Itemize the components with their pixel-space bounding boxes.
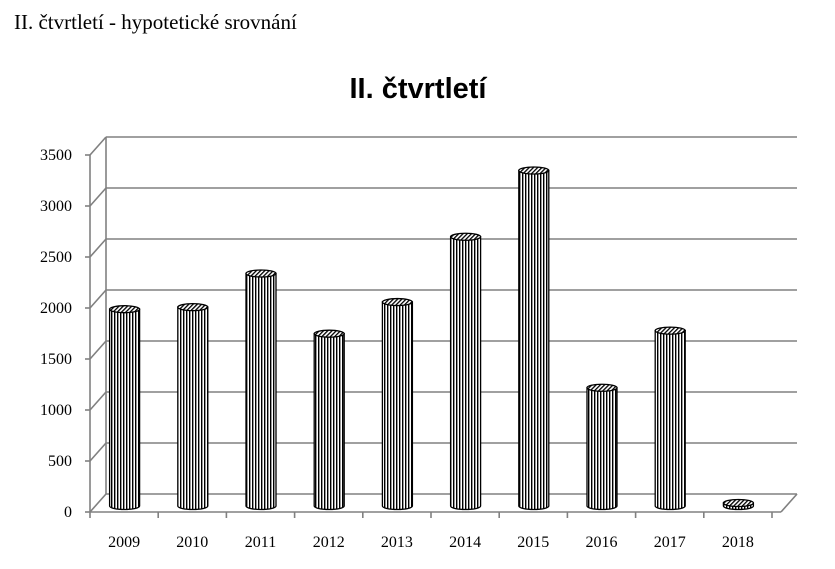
- bar-top: [722, 498, 755, 508]
- x-tick-label: 2010: [176, 534, 208, 551]
- bar-body: [108, 308, 141, 511]
- bar-top: [449, 232, 482, 241]
- bar: [449, 232, 482, 511]
- y-tick-label: 1000: [40, 402, 72, 419]
- x-tick-label: 2011: [245, 534, 276, 551]
- bar-body: [381, 301, 414, 511]
- gridline-side: [89, 289, 107, 309]
- bar-top: [245, 269, 277, 278]
- y-tick-label: 2500: [40, 249, 72, 266]
- bar-body: [313, 333, 345, 511]
- bar: [313, 329, 345, 511]
- bars: [108, 166, 755, 511]
- x-tick-label: 2016: [586, 534, 618, 551]
- bar: [518, 166, 550, 511]
- gridline-side: [89, 187, 107, 207]
- x-tick-label: 2014: [449, 534, 481, 551]
- x-tick-label: 2015: [517, 534, 549, 551]
- bar-body: [586, 387, 618, 511]
- x-tick-labels: 2009 2010 2011 2012 2013 2014 2015 2016 2017 2018: [108, 534, 754, 551]
- x-tick-label: 2009: [108, 534, 140, 551]
- bar: [722, 498, 755, 511]
- y-tick-label: 500: [48, 453, 72, 470]
- chart-title: II. čtvrtletí: [350, 73, 488, 105]
- y-tick-label: 3000: [40, 198, 72, 215]
- x-tick-label: 2018: [722, 534, 754, 551]
- bar-body: [177, 306, 209, 511]
- bar-top: [586, 383, 618, 392]
- gridline-side: [89, 442, 107, 462]
- bar: [108, 305, 141, 511]
- bar: [177, 303, 209, 511]
- gridline-side: [89, 136, 107, 156]
- bar-top: [313, 329, 345, 338]
- x-tick-label: 2017: [654, 534, 686, 551]
- bar-top: [654, 326, 686, 335]
- bar: [586, 383, 618, 511]
- y-tick-label: 0: [64, 504, 72, 521]
- floor-right-edge: [780, 493, 798, 513]
- bar-top: [518, 166, 550, 175]
- bar-body: [518, 169, 550, 511]
- y-tick-label: 1500: [40, 351, 72, 368]
- y-tick-label: 2000: [40, 300, 72, 317]
- y-tick-labels: 0 500 1000 1500 2000 2500 3000 3500: [40, 147, 72, 521]
- bar-top: [108, 305, 141, 314]
- bar: [381, 297, 414, 511]
- y-tick-label: 3500: [40, 147, 72, 164]
- bar: [654, 326, 686, 511]
- bar-body: [654, 329, 686, 511]
- x-tick-label: 2013: [381, 534, 413, 551]
- gridline-side: [89, 238, 107, 258]
- bar-body: [449, 236, 482, 511]
- page-heading: II. čtvrtletí - hypotetické srovnání: [14, 10, 297, 34]
- bar-top: [177, 303, 209, 312]
- bar-top: [381, 297, 414, 307]
- x-tick-label: 2012: [313, 534, 345, 551]
- bar: [245, 269, 277, 511]
- gridline-side: [89, 340, 107, 360]
- gridline-side: [89, 493, 107, 513]
- gridline-side: [89, 391, 107, 411]
- bar-body: [245, 272, 277, 511]
